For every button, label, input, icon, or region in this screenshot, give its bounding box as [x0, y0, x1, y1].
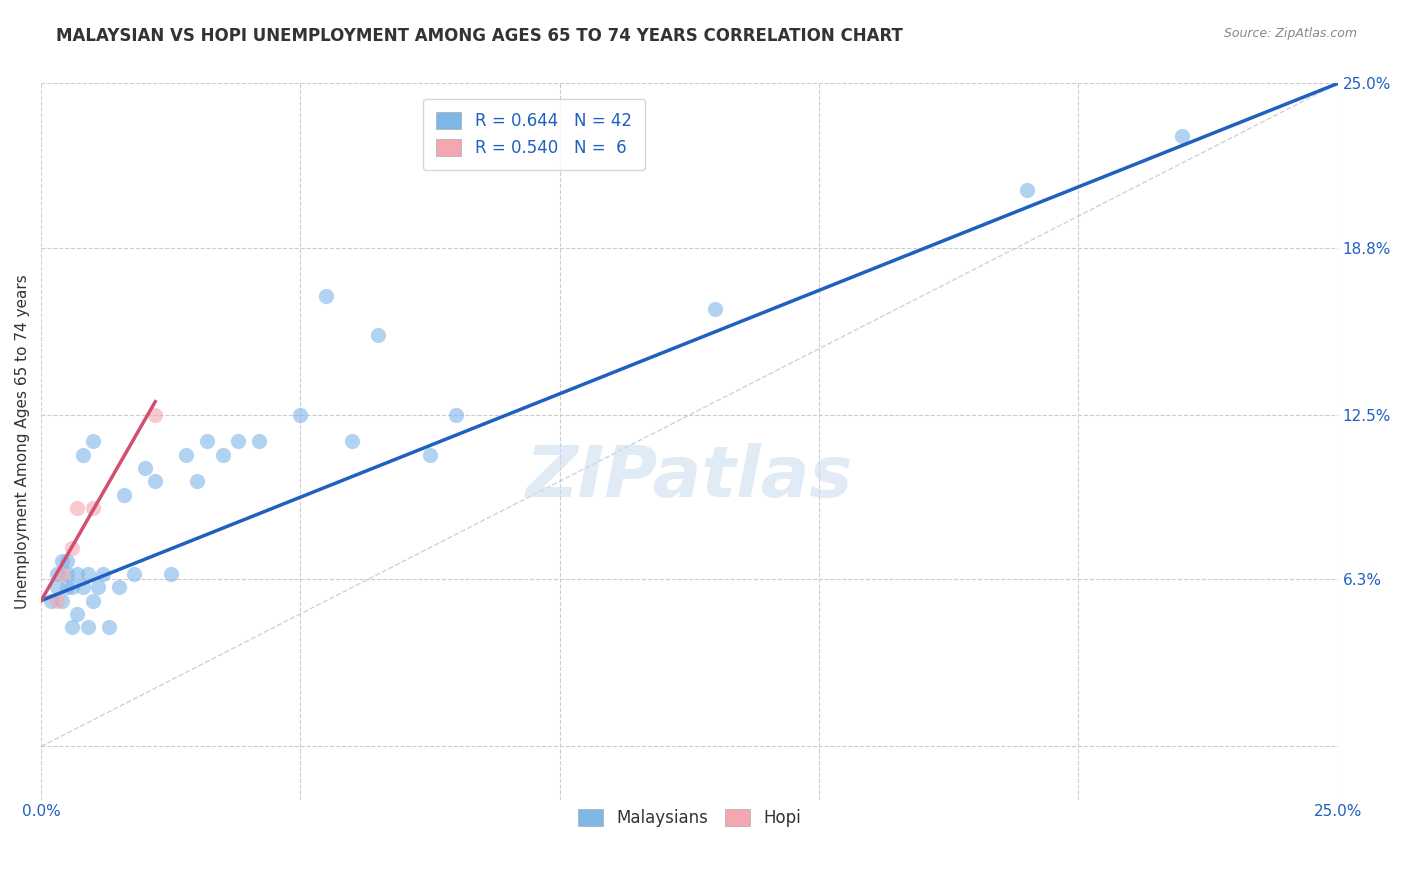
- Point: [367, 328, 389, 343]
- Point: [108, 580, 131, 594]
- Point: [51, 593, 73, 607]
- Point: [82, 434, 104, 449]
- Point: [226, 434, 249, 449]
- Point: [704, 301, 727, 316]
- Point: [444, 408, 467, 422]
- Point: [1015, 182, 1038, 196]
- Point: [66, 567, 89, 582]
- Point: [247, 434, 270, 449]
- Point: [60, 620, 83, 634]
- Text: ZIPatlas: ZIPatlas: [526, 442, 853, 512]
- Text: MALAYSIAN VS HOPI UNEMPLOYMENT AMONG AGES 65 TO 74 YEARS CORRELATION CHART: MALAYSIAN VS HOPI UNEMPLOYMENT AMONG AGE…: [56, 27, 903, 45]
- Point: [72, 580, 94, 594]
- Point: [82, 500, 104, 515]
- Point: [56, 580, 79, 594]
- Point: [41, 593, 63, 607]
- Point: [56, 554, 79, 568]
- Point: [66, 607, 89, 621]
- Point: [176, 448, 198, 462]
- Y-axis label: Unemployment Among Ages 65 to 74 years: Unemployment Among Ages 65 to 74 years: [15, 274, 30, 609]
- Point: [134, 461, 156, 475]
- Point: [45, 567, 67, 582]
- Point: [315, 288, 337, 302]
- Point: [1171, 129, 1194, 144]
- Point: [45, 593, 67, 607]
- Point: [159, 567, 181, 582]
- Point: [143, 408, 166, 422]
- Legend: Malaysians, Hopi: Malaysians, Hopi: [571, 803, 807, 834]
- Point: [51, 554, 73, 568]
- Point: [419, 448, 441, 462]
- Point: [195, 434, 218, 449]
- Point: [82, 593, 104, 607]
- Point: [186, 475, 208, 489]
- Point: [76, 620, 98, 634]
- Point: [51, 567, 73, 582]
- Point: [60, 580, 83, 594]
- Point: [211, 448, 233, 462]
- Text: Source: ZipAtlas.com: Source: ZipAtlas.com: [1223, 27, 1357, 40]
- Point: [72, 448, 94, 462]
- Point: [124, 567, 146, 582]
- Point: [342, 434, 364, 449]
- Point: [66, 500, 89, 515]
- Point: [93, 567, 115, 582]
- Point: [60, 541, 83, 555]
- Point: [143, 475, 166, 489]
- Point: [56, 567, 79, 582]
- Point: [290, 408, 312, 422]
- Point: [76, 567, 98, 582]
- Point: [112, 487, 135, 501]
- Point: [97, 620, 120, 634]
- Point: [45, 580, 67, 594]
- Point: [87, 580, 110, 594]
